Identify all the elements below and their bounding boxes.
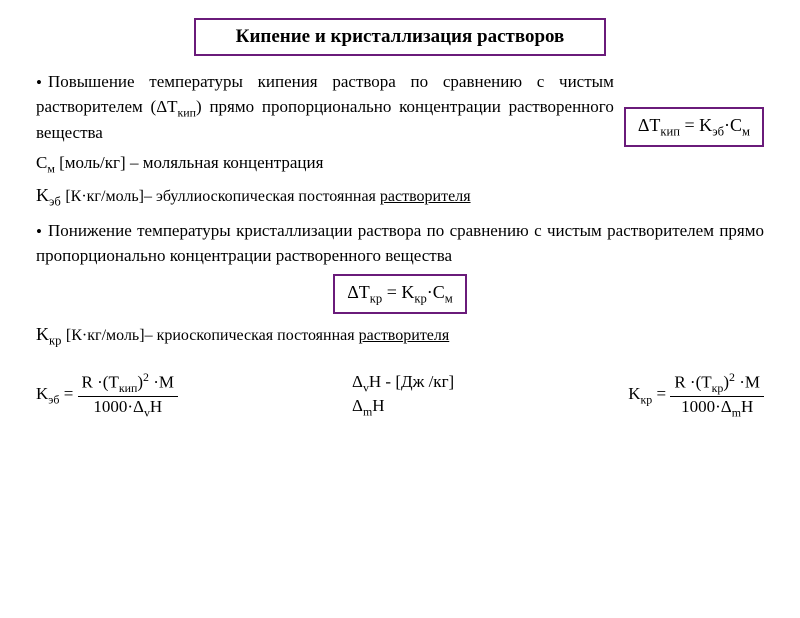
def-cm: Cм [моль/кг] – моляльная концентрация (36, 151, 764, 177)
page-title: Кипение и кристаллизация растворов (194, 18, 607, 56)
formulas-bottom-row: Kэб = R ·(Tкип)2 ·M 1000·ΔvH ΔvH - [Дж /… (0, 356, 800, 420)
formula-boiling: ΔTкип = Kэб·Cм (624, 107, 764, 147)
formula-kkr-full: Kкр = R ·(Tкр)2 ·M 1000·ΔmH (628, 370, 764, 420)
def-kkr: Kкр [К·кг/моль]– криоскопическая постоян… (36, 322, 764, 350)
delta-h-definitions: ΔvH - [Дж /кг] ΔmH (352, 372, 454, 419)
formula-crystallization: ΔTкр = Kкр·Cм (333, 274, 467, 314)
para2-text: Понижение температуры кристаллизации рас… (36, 221, 764, 265)
def-keb: Kэб [К·кг/моль]– эбуллиоскопическая пост… (36, 183, 764, 211)
para1-sub: кип (178, 105, 197, 119)
content-area: •Повышение температуры кипения раствора … (0, 70, 800, 350)
paragraph-crystallization: •Понижение температуры кристаллизации ра… (36, 219, 764, 268)
formula-keb-full: Kэб = R ·(Tкип)2 ·M 1000·ΔvH (36, 370, 178, 420)
bullet-icon: • (36, 220, 42, 244)
paragraph-boiling: •Повышение температуры кипения раствора … (36, 70, 614, 145)
bullet-icon: • (36, 71, 42, 95)
